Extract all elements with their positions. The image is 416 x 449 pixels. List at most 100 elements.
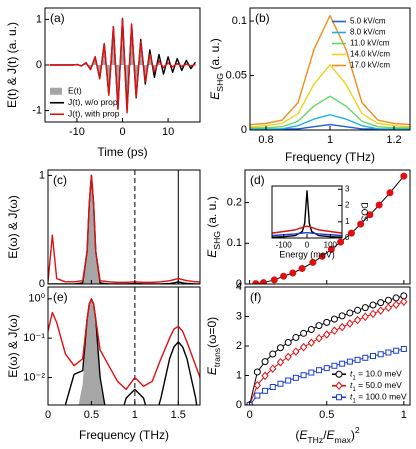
x-axis-label: Frequency (THz) [285,150,375,164]
marker [292,374,299,381]
marker [315,322,323,330]
label-part: 1 [352,397,356,404]
panel-label: (c) [53,173,67,187]
y-tick-label: 3 [236,310,242,322]
plot-area [272,190,342,238]
legend-marker [335,381,343,391]
y-tick-label: 0.1 [227,237,242,249]
x-tick-label: 1.2 [386,134,401,146]
y-tick-label: 10⁻¹ [23,332,45,344]
y-tick-label: 0 [236,399,242,411]
marker [269,350,277,358]
panel-label: (e) [53,290,68,304]
label-part: t [350,380,353,390]
marker [262,387,269,394]
marker [347,229,355,237]
legend-label: J(t), w/o prop [68,97,118,107]
marker [369,301,377,309]
marker [269,384,276,391]
marker [369,353,376,360]
x-axis-label: (ETHz/Emax)2 [295,425,359,445]
marker [300,329,308,337]
series-line [272,190,342,238]
label-part: E [208,91,222,100]
plot-area [48,170,200,284]
series-line [48,298,200,391]
marker [330,315,338,323]
y-tick-label: 1 [36,13,42,25]
label-part: = 100.0 meV [356,392,407,402]
x-tick-label: -100 [276,240,293,249]
y-axis-label: ESHG (a. u.) [208,38,225,99]
marker [309,258,317,266]
plot-area [250,14,410,130]
legend-marker [336,394,342,401]
series-line [250,95,410,129]
plot-area [49,17,197,114]
marker [307,325,315,333]
marker [362,354,369,361]
label-part: E [327,428,336,442]
series-line [49,17,196,114]
series-line [64,298,198,405]
marker [253,368,261,376]
marker [331,362,338,369]
label-part: t [350,369,353,379]
y-axis-label: Etrans(ω=0) [205,317,222,375]
label-part: ) [351,428,355,442]
marker [357,220,365,228]
series-line [48,174,200,284]
marker [330,326,339,335]
marker [338,312,346,320]
marker [254,392,261,399]
series-line [255,175,405,284]
panel: 0 1 E(ω) & J(ω) (c) [6,169,201,290]
label-part: = 10.0 meV [356,369,402,379]
marker [276,344,284,352]
marker [354,306,362,314]
x-tick-label: 0.8 [258,134,273,146]
marker [346,319,354,328]
series-line [48,174,200,284]
series-line [250,63,410,128]
panel-label: (f) [250,290,261,304]
marker [292,347,300,356]
label-part: max [335,435,352,445]
marker [346,309,354,317]
x-tick-label: 0.5 [319,409,334,421]
y-tick-label: -1 [32,105,42,117]
marker [276,357,285,367]
marker [316,367,323,374]
marker [377,299,385,307]
legend-label: E(t) [68,86,82,96]
marker [280,272,288,280]
label-part: 1 [352,386,356,393]
marker [261,371,269,381]
marker [375,201,383,209]
marker [327,245,335,253]
x-tick-label: 1 [401,409,407,421]
plot-area [245,292,408,405]
marker [285,377,292,384]
y-tick-label: 0 [236,278,242,290]
legend-marker [335,370,343,378]
marker [392,294,400,302]
marker [292,333,300,341]
y-axis-label: E(ω) & J(ω) [6,195,20,258]
legend: E(t)J(t), w/o prop J(t), with prop [50,86,120,119]
marker [384,296,392,304]
x-tick-label: 0 [305,240,310,249]
legend-label: 5.0 kV/cm [350,17,386,26]
marker [270,276,278,284]
x-tick-label: 0 [119,126,125,138]
legend-swatch [50,87,62,95]
label-part: E [299,428,308,442]
marker [400,172,408,180]
legend-label: 17.0 kV/cm [350,61,390,70]
marker [261,358,269,366]
legend-label: t1 = 50.0 meV [350,380,402,393]
y-tick-label: 10⁻² [23,371,45,383]
